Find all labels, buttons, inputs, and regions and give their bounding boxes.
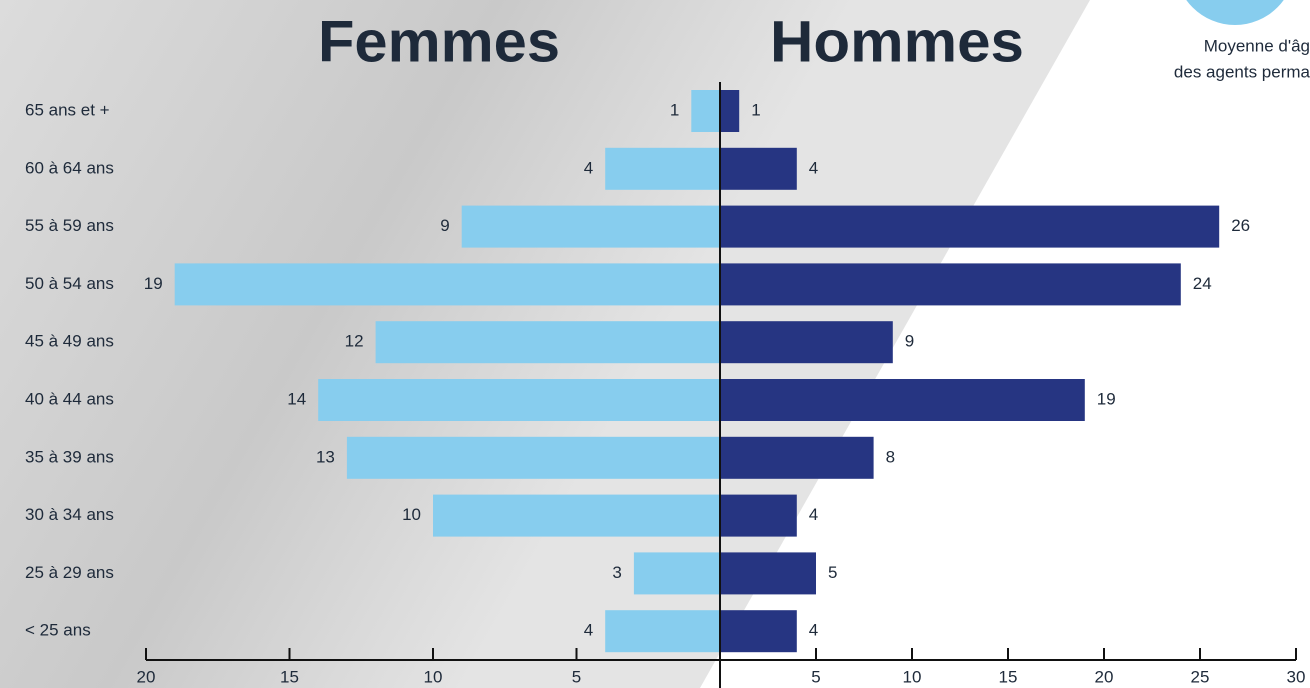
bar	[318, 379, 720, 421]
category-label: 40 à 44 ans	[25, 389, 114, 408]
bar	[376, 321, 720, 363]
value-label: 10	[402, 505, 421, 524]
bar	[720, 148, 797, 190]
value-label: 19	[144, 274, 163, 293]
x-tick-label: 10	[903, 667, 922, 686]
value-label: 4	[809, 158, 818, 177]
x-tick-label: 25	[1191, 667, 1210, 686]
value-label: 14	[287, 389, 306, 408]
value-label: 3	[612, 563, 621, 582]
category-label: 65 ans et +	[25, 100, 110, 119]
bar	[347, 437, 720, 479]
bar	[720, 379, 1085, 421]
annotation: Moyenne d'âg	[1204, 36, 1310, 55]
category-label: < 25 ans	[25, 621, 91, 640]
value-label: 8	[886, 447, 895, 466]
x-tick-label: 20	[1095, 667, 1114, 686]
category-label: 25 à 29 ans	[25, 563, 114, 582]
series-title: Femmes	[318, 9, 560, 74]
category-label: 30 à 34 ans	[25, 505, 114, 524]
value-label: 12	[345, 332, 364, 351]
category-label: 55 à 59 ans	[25, 216, 114, 235]
value-label: 5	[828, 563, 837, 582]
bar	[605, 610, 720, 652]
bar	[720, 321, 893, 363]
bar	[720, 610, 797, 652]
page: Moyenne d'âg des agents perma Femmes1491…	[0, 0, 1310, 688]
bar	[720, 495, 797, 537]
bar	[175, 263, 720, 305]
bar	[720, 206, 1219, 248]
x-tick-label: 15	[999, 667, 1018, 686]
bar	[634, 552, 720, 594]
bar	[720, 437, 874, 479]
bar	[605, 148, 720, 190]
bar	[462, 206, 720, 248]
value-label: 24	[1193, 274, 1212, 293]
category-label: 45 à 49 ans	[25, 332, 114, 351]
x-tick-label: 30	[1287, 667, 1306, 686]
bar	[433, 495, 720, 537]
value-label: 19	[1097, 389, 1116, 408]
value-label: 13	[316, 447, 335, 466]
category-label: 50 à 54 ans	[25, 274, 114, 293]
bar	[691, 90, 720, 132]
value-label: 4	[584, 621, 593, 640]
x-tick-label: 5	[811, 667, 820, 686]
value-label: 4	[809, 621, 818, 640]
annotation: des agents perma	[1174, 62, 1310, 81]
value-label: 4	[584, 158, 593, 177]
category-label: 35 à 39 ans	[25, 447, 114, 466]
chart: Moyenne d'âg des agents perma Femmes1491…	[0, 0, 1310, 688]
x-tick-label: 20	[137, 667, 156, 686]
x-tick-label: 10	[424, 667, 443, 686]
series-title: Hommes	[770, 9, 1024, 74]
value-label: 26	[1231, 216, 1250, 235]
value-label: 1	[751, 100, 760, 119]
value-label: 4	[809, 505, 818, 524]
x-tick-label: 5	[572, 667, 581, 686]
category-label: 60 à 64 ans	[25, 158, 114, 177]
bar	[720, 263, 1181, 305]
x-tick-label: 15	[280, 667, 299, 686]
value-label: 1	[670, 100, 679, 119]
bar	[720, 90, 739, 132]
value-label: 9	[440, 216, 449, 235]
bar	[720, 552, 816, 594]
value-label: 9	[905, 332, 914, 351]
